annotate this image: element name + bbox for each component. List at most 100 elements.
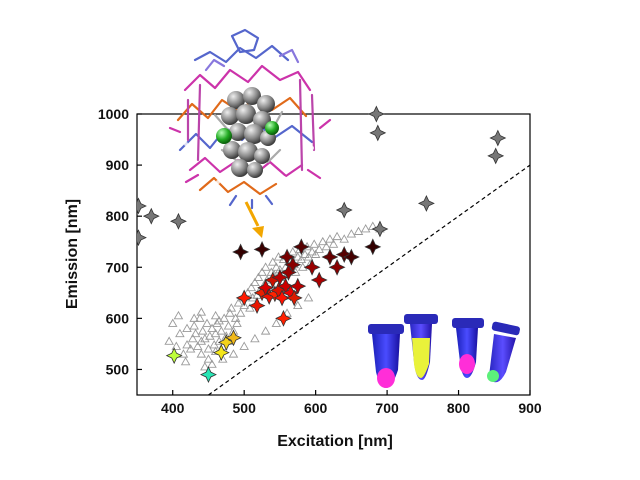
data-point-triangle (196, 307, 207, 316)
data-point-triangle (246, 282, 257, 292)
data-point-triangle (182, 323, 192, 333)
data-point-star (371, 220, 389, 238)
data-point-star (321, 248, 339, 266)
data-point-star (367, 105, 385, 123)
data-point-triangle (303, 252, 314, 261)
data-point-triangle (271, 318, 282, 327)
data-point-triangle (360, 224, 371, 233)
x-tick-label: 900 (518, 400, 542, 416)
data-point-triangle (216, 326, 227, 335)
data-point-triangle (200, 361, 210, 371)
data-point-triangle (296, 254, 307, 264)
data-point-triangle (314, 244, 324, 253)
data-point-star (487, 147, 505, 165)
tube-yellow (404, 314, 438, 380)
data-point-triangle (235, 308, 246, 317)
orange-arrow-annotation (244, 201, 264, 238)
data-point-triangle (203, 344, 214, 353)
data-point-triangle (196, 349, 207, 358)
data-point-star (253, 240, 271, 258)
data-point-star (212, 344, 230, 362)
data-point-triangle (292, 300, 303, 310)
silver-atom-cluster (216, 87, 279, 178)
y-axis: 500 600 700 800 900 1000 (98, 106, 142, 377)
y-tick-label: 800 (106, 208, 130, 224)
selected-series (137, 124, 507, 384)
data-point-triangle (180, 356, 191, 366)
tube-pink-1 (368, 324, 404, 388)
data-point-triangle (239, 300, 249, 310)
data-point-triangle (233, 298, 244, 307)
data-point-triangle (226, 303, 237, 312)
data-point-triangle (173, 310, 184, 320)
y-tick-label: 600 (106, 310, 130, 326)
data-point-star (369, 124, 387, 142)
data-point-star (417, 194, 435, 212)
data-point-triangle (187, 333, 198, 343)
reference-diagonal-line (208, 164, 530, 395)
data-point-triangle (178, 349, 189, 358)
x-tick-label: 800 (447, 400, 471, 416)
data-point-triangle (325, 234, 335, 243)
data-point-star (335, 246, 353, 263)
data-point-triangle (230, 313, 241, 322)
tube-green (487, 321, 520, 383)
data-point-star (142, 207, 160, 225)
data-point-triangle (310, 249, 321, 258)
data-point-triangle (346, 229, 357, 238)
data-point-star (235, 289, 253, 307)
data-point-triangle (189, 313, 199, 322)
data-point-triangle (239, 341, 249, 350)
data-point-triangle (318, 236, 328, 246)
data-point-triangle (292, 252, 303, 261)
selected-series-outliers (367, 105, 385, 123)
x-axis: 400 500 600 700 800 900 (161, 390, 542, 416)
data-point-star (165, 347, 183, 365)
data-point-star (303, 258, 321, 276)
data-point-triangle (332, 231, 342, 241)
data-point-triangle (192, 341, 203, 350)
data-point-triangle (260, 262, 271, 271)
data-point-triangle (271, 262, 282, 271)
data-point-star (217, 333, 235, 351)
data-point-triangle (287, 247, 298, 256)
data-point-triangle (214, 316, 224, 325)
data-point-triangle (353, 226, 364, 235)
data-point-star (335, 201, 353, 219)
data-point-star (137, 229, 147, 247)
data-point-triangle (250, 333, 260, 343)
data-point-triangle (328, 239, 339, 248)
data-point-star (200, 366, 217, 384)
data-point-triangle (207, 359, 217, 368)
data-point-triangle (321, 241, 332, 251)
x-tick-label: 700 (375, 400, 399, 416)
data-point-triangle (185, 344, 196, 353)
data-point-star (489, 129, 507, 147)
x-tick-label: 600 (304, 400, 328, 416)
data-point-triangle (219, 313, 229, 322)
data-point-triangle (303, 293, 314, 302)
data-point-star (292, 238, 310, 256)
data-point-star (284, 256, 302, 274)
data-point-star (273, 289, 291, 307)
data-point-triangle (207, 323, 217, 333)
x-tick-label: 500 (233, 400, 257, 416)
data-point-star (248, 297, 266, 315)
data-point-triangle (267, 257, 278, 266)
data-point-triangle (190, 328, 201, 338)
data-point-triangle (225, 308, 235, 317)
data-point-triangle (300, 249, 310, 258)
data-point-triangle (309, 239, 319, 248)
data-point-star (170, 212, 187, 230)
data-point-star (310, 271, 328, 289)
y-tick-label: 1000 (98, 106, 129, 122)
y-tick-label: 500 (106, 361, 130, 377)
data-point-triangle (223, 321, 234, 330)
data-point-triangle (210, 310, 221, 320)
x-tick-label: 400 (161, 400, 185, 416)
tube-pink-2 (452, 318, 484, 378)
fluorescent-tubes-photo (368, 314, 520, 388)
data-point-star (285, 289, 303, 307)
data-point-triangle (260, 326, 271, 335)
